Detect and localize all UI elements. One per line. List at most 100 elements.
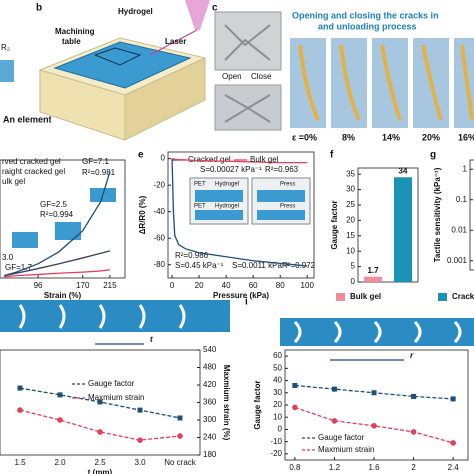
series-line (4, 250, 111, 277)
cut-pattern (94, 47, 142, 66)
legend-label: Maxmium strain (88, 393, 144, 402)
marker (177, 415, 183, 421)
y-tick-label: -60 (153, 233, 165, 242)
label: Machining (55, 27, 95, 36)
strip-pattern (293, 320, 462, 344)
radius-label: R₂ (1, 43, 10, 52)
annotation: GF=7.1 (82, 157, 109, 166)
y-tick-label: -20 (270, 449, 282, 458)
annotation: S=0.00027 kPa⁻¹ (200, 165, 262, 174)
x-tick-label: 2.4 (448, 463, 460, 472)
photo (214, 11, 282, 71)
inset-label: Hydrogel (215, 204, 239, 210)
x-tick-label: 40 (222, 281, 231, 290)
legend-label: Bulk gel (350, 292, 381, 301)
title: and unloading process (318, 21, 417, 31)
marker (57, 392, 63, 398)
plot-frame (469, 159, 474, 271)
x-tick-label: 3.0 (134, 458, 146, 467)
y-tick-label: 0 (278, 425, 283, 434)
x-axis-label: t (mm) (88, 468, 113, 474)
strips (290, 38, 474, 128)
annotation: S=0.0011 kPa⁻¹ (232, 261, 289, 270)
plot-frame (284, 349, 469, 461)
x-tick-label: 0 (170, 281, 175, 290)
marker (410, 429, 417, 435)
annotation: GF=1.7 (5, 263, 32, 272)
inset-gel (195, 190, 243, 202)
legend-label: rved cracked gel (2, 157, 61, 166)
y-axis-label: ΔR/R0 (%) (138, 195, 147, 234)
y-tick-label: 1 (463, 164, 468, 173)
y2-tick-label: 420 (203, 380, 217, 389)
marker (450, 396, 456, 402)
plot-frame (167, 151, 315, 279)
y2-tick-label: 540 (203, 345, 217, 354)
label: table (62, 37, 81, 46)
panel-label: f (330, 150, 334, 161)
x-tick-label: 1.5 (14, 458, 26, 467)
annotation: GF=2.5 (40, 200, 67, 209)
y-tick-label: 40 (273, 376, 282, 385)
annotation: R²=0.981 (82, 168, 116, 177)
inset-gel (195, 210, 243, 220)
strain-label: 20% (422, 132, 440, 142)
element-sketch (0, 60, 14, 82)
y2-tick-label: 240 (203, 433, 217, 442)
marker (371, 390, 377, 396)
y-tick-label: 30 (346, 185, 355, 194)
y-tick-label: -80 (153, 260, 165, 269)
legend-label: raight cracked gel (2, 167, 65, 176)
x-tick-label: 60 (249, 281, 258, 290)
x-tick-label: 100 (301, 281, 315, 290)
x-tick-label: 1.2 (329, 463, 341, 472)
y-axis-label: Tactile sensitivity (kPa⁻¹) (433, 167, 442, 262)
y-axis-label: Gauge factor (253, 380, 262, 429)
inset (55, 222, 81, 240)
marker (17, 407, 23, 413)
inset-gel (257, 210, 305, 220)
legend-swatch (438, 293, 447, 301)
marker (57, 417, 63, 423)
marker (97, 399, 103, 405)
label: Laser (165, 37, 186, 46)
inset-label: Press (280, 182, 295, 188)
marker (411, 393, 417, 399)
x-axis-label: Pressure (kPa) (213, 291, 269, 300)
label: Hydrogel (118, 7, 153, 16)
y-tick-label: 60 (273, 351, 282, 360)
inset-label: Press (280, 204, 295, 210)
annotation: R²=0.963 (265, 165, 299, 174)
x-tick-label: 20 (195, 281, 204, 290)
y2-tick-label: 360 (203, 398, 217, 407)
crack (298, 44, 474, 121)
inset-label: PET (194, 204, 206, 210)
y-tick-label: 5 (351, 262, 356, 271)
y-tick-label: -40 (153, 207, 165, 216)
annotation: R²=0.994 (40, 210, 74, 219)
y-tick-label: 20 (346, 215, 355, 224)
y2-tick-label: 300 (203, 415, 217, 424)
panel-label: i (245, 297, 248, 308)
marker (97, 429, 103, 435)
series-line (4, 269, 110, 278)
caption: An element (3, 114, 52, 124)
panel-label: e (138, 150, 144, 161)
series-line (171, 158, 308, 267)
legend-label: Cracked gel (188, 155, 231, 164)
inset-label: Hydrogel (215, 182, 239, 188)
value-label: 1.7 (367, 266, 379, 275)
hydrogel-sheet (53, 41, 192, 89)
y2-tick-label: 180 (203, 450, 217, 459)
series-line (19, 409, 181, 441)
marker (331, 386, 337, 392)
x-tick-label: 96 (34, 281, 43, 290)
y-tick-label: 35 (346, 169, 355, 178)
y-tick-label: 10 (346, 246, 355, 255)
marker (450, 440, 456, 446)
laser-head (185, 0, 210, 30)
strain-label: 8% (342, 132, 355, 142)
arrow-label: t (150, 335, 153, 344)
inset (12, 232, 38, 248)
